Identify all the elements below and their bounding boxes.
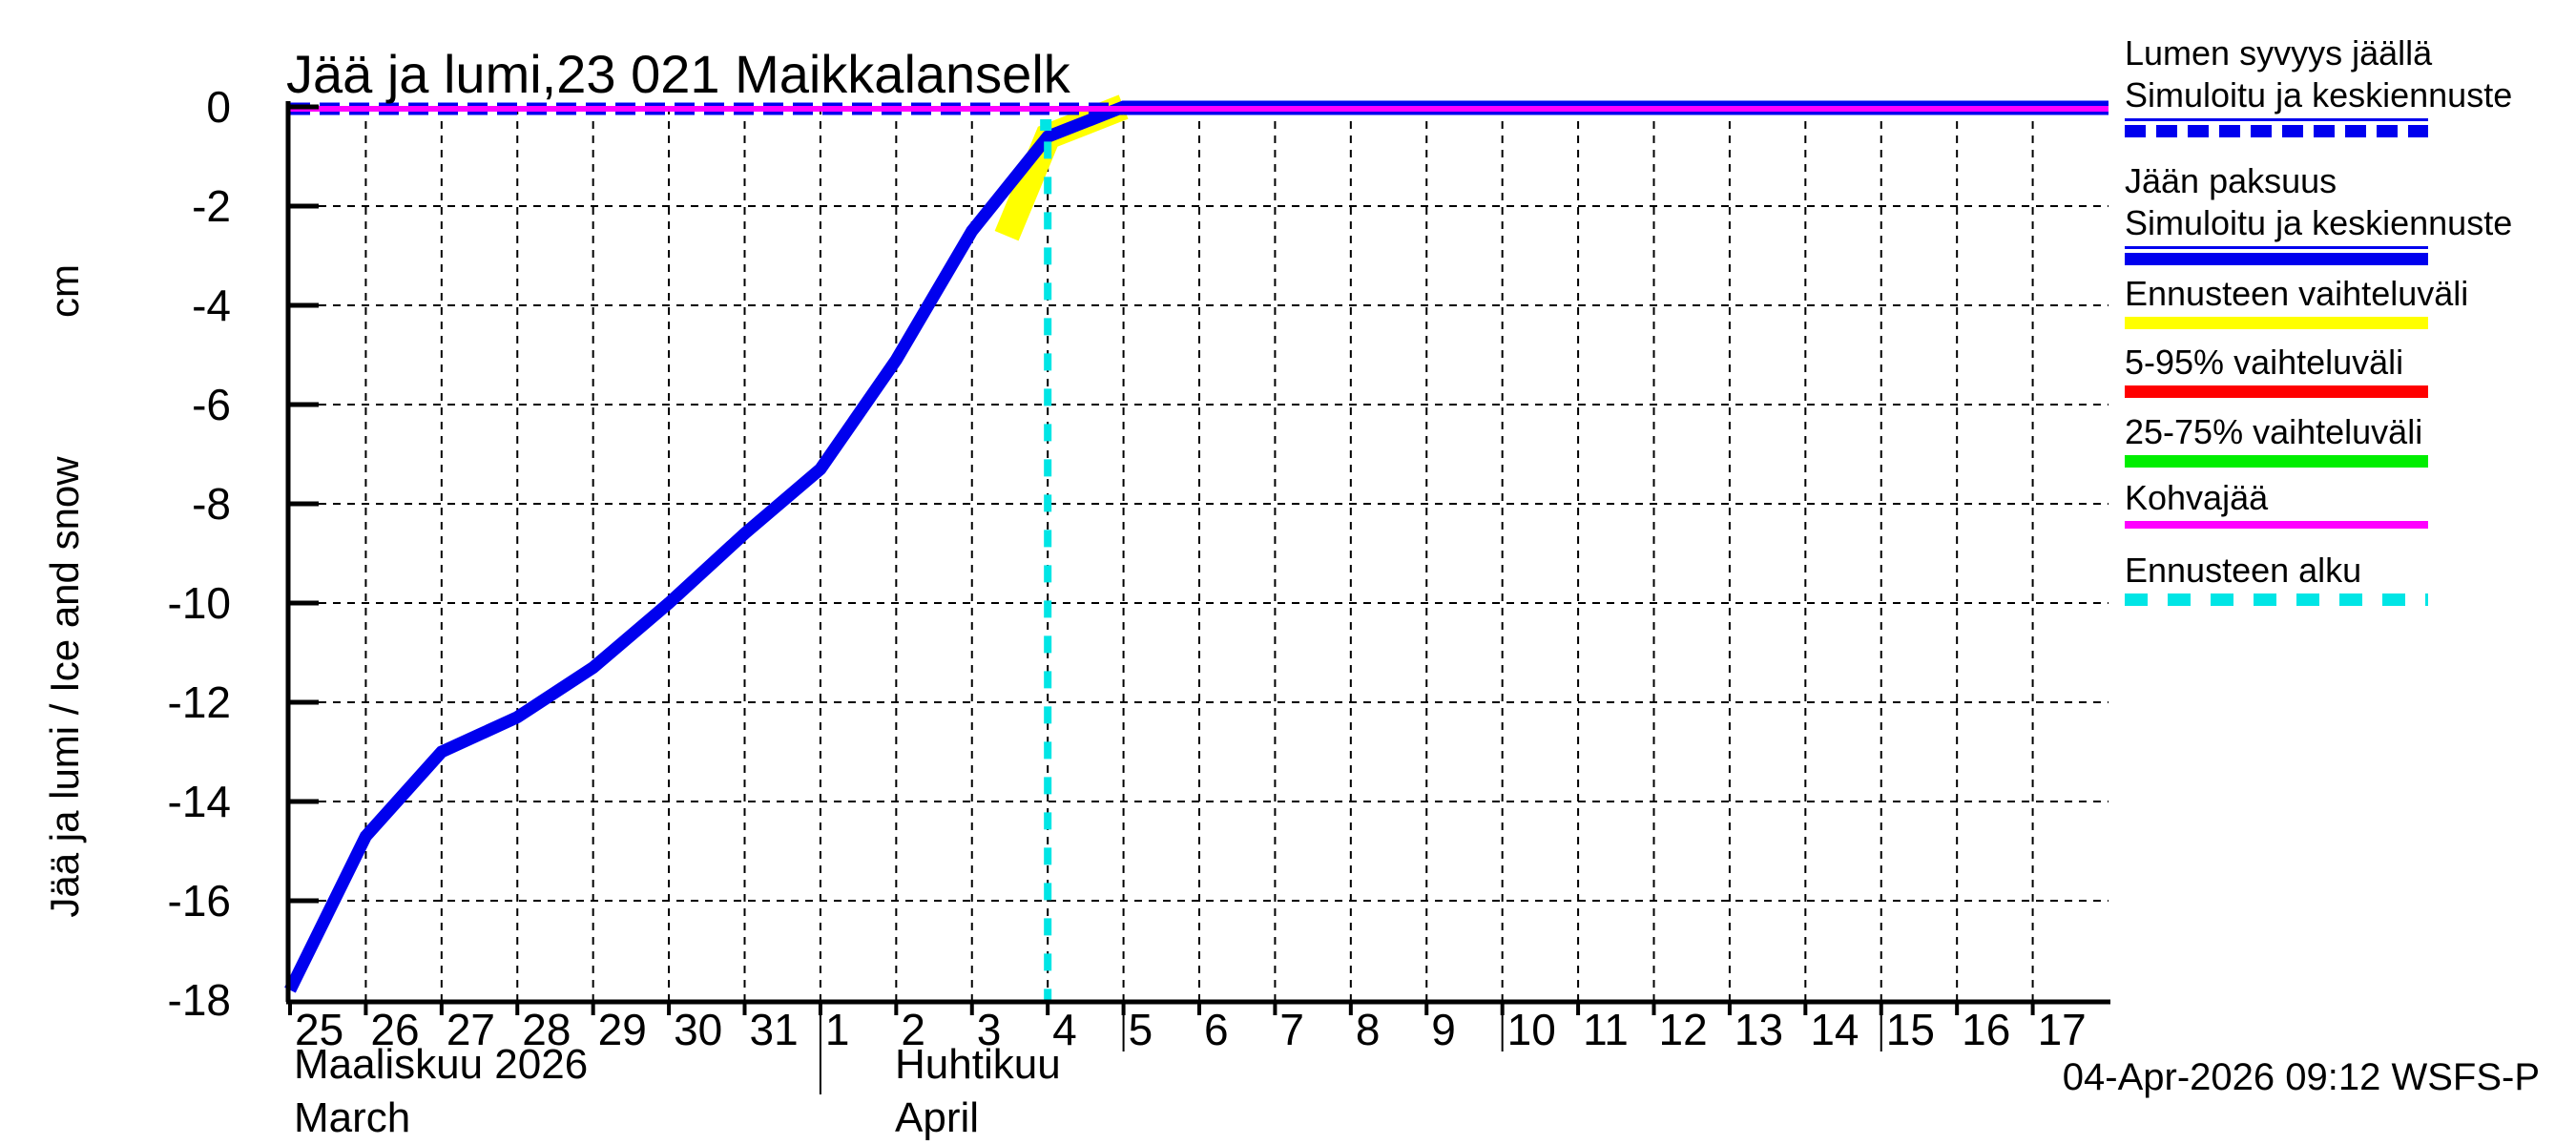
month-label-march-fi: Maaliskuu 2026	[294, 1041, 588, 1088]
x-tick-label: 5	[1129, 1005, 1153, 1054]
x-tick-label: 1	[825, 1005, 850, 1054]
legend-sample-thin-line	[2125, 118, 2428, 121]
x-tick-label: 26	[370, 1005, 419, 1054]
legend-sample-dashed-line	[2125, 593, 2428, 606]
x-tick-label: 17	[2038, 1005, 2087, 1054]
month-label-april-en: April	[895, 1094, 979, 1141]
y-tick-label: -6	[192, 380, 231, 429]
y-tick-label: -2	[192, 181, 231, 231]
x-tick-label: 12	[1659, 1005, 1708, 1054]
legend-sample-solid-line	[2125, 521, 2428, 529]
legend-sample-line	[2125, 317, 2428, 329]
x-tick-label: 10	[1507, 1005, 1556, 1054]
x-tick-label: 27	[447, 1005, 495, 1054]
x-tick-label: 9	[1431, 1005, 1456, 1054]
legend-sample-solid-line	[2125, 317, 2428, 329]
y-tick-label: -18	[168, 975, 231, 1025]
y-tick-label: -10	[168, 578, 231, 628]
chart-title: Jää ja lumi,23 021 Maikkalanselk	[286, 44, 1071, 104]
timestamp: 04-Apr-2026 09:12 WSFS-P	[2063, 1056, 2540, 1098]
y-tick-label: -8	[192, 479, 231, 529]
legend-label: Jään paksuus	[2125, 161, 2337, 200]
x-tick-label: 8	[1356, 1005, 1381, 1054]
legend-label: Simuloitu ja keskiennuste	[2125, 203, 2513, 242]
y-tick-label: -16	[168, 876, 231, 926]
x-tick-label: 11	[1583, 1005, 1629, 1054]
legend-sample-line	[2125, 125, 2428, 137]
legend-label: Ennusteen alku	[2125, 551, 2362, 590]
x-tick-label: 29	[598, 1005, 647, 1054]
y-tick-label: -4	[192, 281, 231, 330]
month-label-april-fi: Huhtikuu	[895, 1041, 1061, 1088]
y-tick-label: 0	[206, 82, 231, 132]
ice-thickness-curve	[284, 100, 2109, 993]
legend-label: 25-75% vaihteluväli	[2125, 412, 2423, 451]
legend-sample-line	[2125, 593, 2428, 606]
y-tick-label: -12	[168, 677, 231, 727]
y-axis-label: Jää ja lumi / Ice and snow	[42, 456, 87, 918]
x-tick-label: 3	[977, 1005, 1002, 1054]
legend-sample-line	[2125, 455, 2428, 468]
legend-entry: 5-95% vaihteluväli	[2125, 342, 2428, 398]
legend-sample-line	[2125, 253, 2428, 265]
legend: Lumen syvyys jäällä Simuloitu ja keskienn…	[2125, 0, 2573, 668]
x-tick-label: 2	[901, 1005, 925, 1054]
legend-entry: Ennusteen alku	[2125, 550, 2428, 606]
x-tick-label: 31	[750, 1005, 799, 1054]
y-tick-label: -14	[168, 777, 231, 826]
legend-sample-thin-line	[2125, 246, 2428, 249]
x-tick-label: 16	[1962, 1005, 2010, 1054]
legend-label: Ennusteen vaihteluväli	[2125, 274, 2469, 313]
x-tick-label: 15	[1886, 1005, 1935, 1054]
legend-sample-solid-line	[2125, 385, 2428, 398]
x-tick-label: 28	[522, 1005, 571, 1054]
legend-entry: Ennusteen vaihteluväli	[2125, 273, 2468, 329]
legend-label: Simuloitu ja keskiennuste	[2125, 75, 2513, 114]
month-label-march-en: March	[294, 1094, 410, 1141]
legend-sample-line	[2125, 521, 2428, 529]
x-tick-label: 14	[1810, 1005, 1859, 1054]
legend-sample-line	[2125, 385, 2428, 398]
legend-sample-dashed-line	[2125, 118, 2428, 137]
x-tick-label: 4	[1052, 1005, 1077, 1054]
x-tick-label: 6	[1204, 1005, 1229, 1054]
legend-entry: Lumen syvyys jäällä Simuloitu ja keskienn…	[2125, 32, 2512, 137]
forecast-start-marker	[1040, 119, 1052, 131]
legend-sample-solid-line	[2125, 455, 2428, 468]
x-tick-label: 25	[295, 1005, 343, 1054]
x-tick-label: 13	[1735, 1005, 1783, 1054]
legend-label: 5-95% vaihteluväli	[2125, 343, 2404, 382]
x-tick-label: 7	[1279, 1005, 1304, 1054]
legend-entry: Kohvajää	[2125, 477, 2428, 529]
legend-entry: Jään paksuus Simuloitu ja keskiennuste	[2125, 160, 2512, 265]
x-tick-label: 30	[674, 1005, 722, 1054]
legend-label: Kohvajää	[2125, 478, 2269, 517]
legend-sample-solid-line	[2125, 246, 2428, 265]
legend-label: Lumen syvyys jäällä	[2125, 33, 2433, 73]
legend-entry: 25-75% vaihteluväli	[2125, 411, 2428, 468]
y-axis-unit: cm	[42, 264, 87, 318]
